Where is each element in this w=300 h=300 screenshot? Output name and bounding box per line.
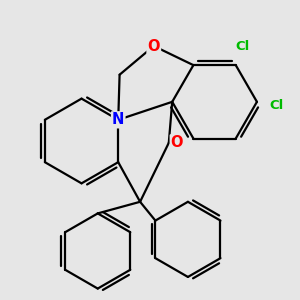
Text: O: O bbox=[171, 135, 183, 150]
Text: Cl: Cl bbox=[236, 40, 250, 52]
Text: O: O bbox=[148, 38, 160, 53]
Text: Cl: Cl bbox=[269, 99, 283, 112]
Text: N: N bbox=[112, 112, 124, 127]
